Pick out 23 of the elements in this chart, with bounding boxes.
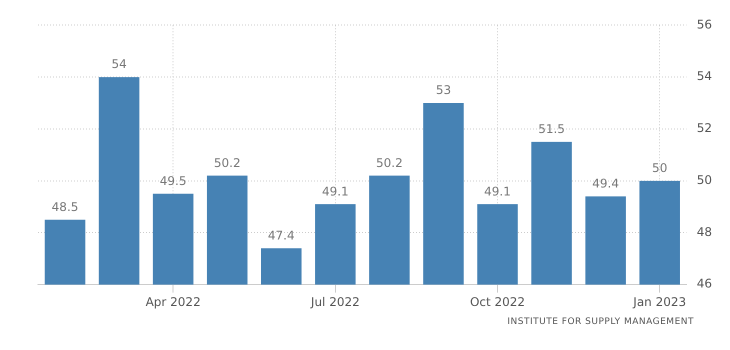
y-tick-label: 46	[696, 276, 712, 291]
x-tick-label: Jul 2022	[310, 294, 360, 309]
data-label: 49.1	[322, 184, 349, 198]
y-tick-label: 54	[696, 69, 712, 84]
data-label: 54	[111, 57, 127, 72]
data-label: 49.1	[484, 184, 511, 198]
data-label: 49.5	[160, 174, 187, 188]
data-label: 50	[652, 160, 668, 175]
data-label: 51.5	[538, 122, 565, 136]
data-label: 49.4	[592, 176, 619, 191]
y-tick-label: 48	[696, 224, 712, 239]
x-tick-label: Jan 2023	[632, 294, 686, 309]
data-label: 50.2	[214, 156, 241, 170]
y-tick-label: 52	[696, 121, 712, 136]
data-label: 48.5	[52, 200, 78, 214]
y-tick-label: 56	[696, 17, 712, 32]
y-tick-label: 50	[696, 172, 712, 187]
data-label: 53	[436, 83, 452, 98]
data-label: 47.4	[268, 228, 295, 242]
data-label: 50.2	[376, 156, 403, 170]
x-tick-label: Oct 2022	[470, 294, 526, 309]
x-tick-label: Apr 2022	[146, 294, 201, 309]
text: INSTITUTE FOR SUPPLY MANAGEMENT	[507, 317, 694, 327]
